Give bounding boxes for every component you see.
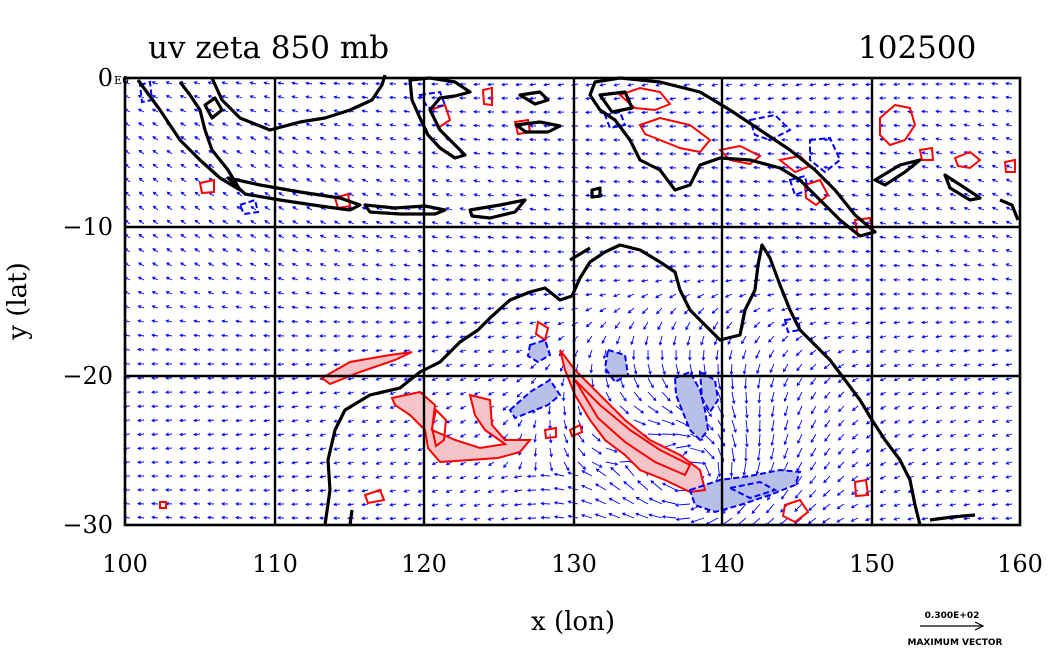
corner-label: E0	[114, 74, 129, 87]
title-right: 102500	[858, 30, 976, 66]
x-axis-label: x (lon)	[531, 607, 615, 637]
y-tick-label: −20	[62, 362, 113, 390]
coastline	[136, 74, 1020, 526]
reference-arrow-head	[974, 621, 985, 631]
legend-label: MAXIMUM VECTOR	[907, 638, 1002, 648]
vector-legend: 0.300E+02 MAXIMUM VECTOR	[907, 611, 1002, 648]
frame-ticks	[274, 78, 873, 90]
y-tick-label: 0	[98, 64, 113, 92]
y-axis-ticks: 0 −10 −20 −30	[62, 64, 113, 539]
x-tick-label: 140	[699, 550, 745, 578]
x-tick-label: 150	[849, 550, 895, 578]
graticule	[125, 78, 1020, 525]
title-left: uv zeta 850 mb	[148, 30, 389, 66]
x-axis-ticks: 100 110 120 130 140 150 160	[102, 550, 1043, 578]
x-tick-label: 120	[401, 550, 447, 578]
wind-vector-field	[123, 81, 1013, 527]
x-tick-label: 110	[252, 550, 298, 578]
x-tick-label: 160	[997, 550, 1043, 578]
y-axis-label: y (lat)	[3, 262, 33, 341]
wind-vectors	[123, 81, 1013, 527]
negative-vorticity-fill	[510, 340, 800, 512]
plot-frame	[123, 76, 1022, 527]
y-tick-label: −30	[62, 511, 113, 539]
x-tick-label: 130	[551, 550, 597, 578]
y-tick-label: −10	[62, 213, 113, 241]
legend-magnitude: 0.300E+02	[925, 611, 980, 621]
x-tick-label: 100	[102, 550, 148, 578]
